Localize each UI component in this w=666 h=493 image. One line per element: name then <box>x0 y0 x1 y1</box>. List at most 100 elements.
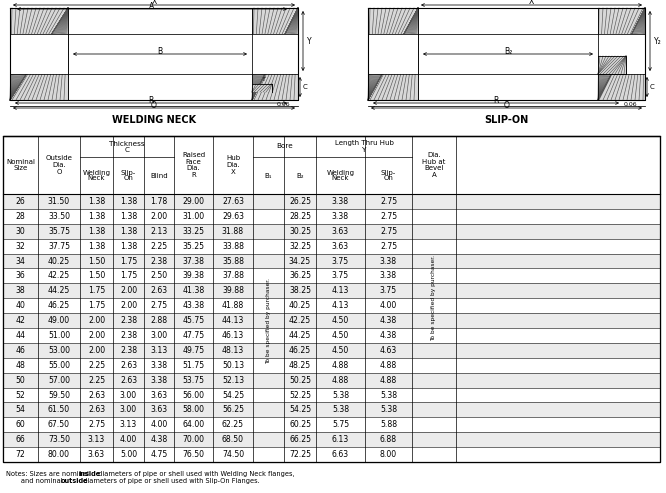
Text: 66.25: 66.25 <box>289 435 311 444</box>
Text: 2.00: 2.00 <box>88 316 105 325</box>
Text: 1.50: 1.50 <box>88 256 105 266</box>
Text: 0.06: 0.06 <box>276 103 290 107</box>
Text: 30.25: 30.25 <box>289 227 311 236</box>
Text: 40.25: 40.25 <box>289 301 311 310</box>
Text: 2.00: 2.00 <box>120 286 137 295</box>
Text: 39.88: 39.88 <box>222 286 244 295</box>
Text: 2.63: 2.63 <box>88 390 105 399</box>
Text: diameters of pipe or shell used with Welding Neck flanges,: diameters of pipe or shell used with Wel… <box>96 471 294 477</box>
Text: Size: Size <box>13 165 27 171</box>
Text: 40.25: 40.25 <box>48 256 70 266</box>
Text: 46.25: 46.25 <box>289 346 311 355</box>
Text: 46: 46 <box>15 346 25 355</box>
Text: 1.75: 1.75 <box>120 256 137 266</box>
Text: 2.75: 2.75 <box>151 301 168 310</box>
Text: 31.88: 31.88 <box>222 227 244 236</box>
Bar <box>3 373 659 387</box>
Text: 50.25: 50.25 <box>289 376 311 385</box>
Text: 3.00: 3.00 <box>151 331 168 340</box>
Text: 36.25: 36.25 <box>289 271 311 281</box>
Text: 60.25: 60.25 <box>289 420 311 429</box>
Text: 3.63: 3.63 <box>332 227 349 236</box>
Text: 52.25: 52.25 <box>289 390 311 399</box>
Text: To be specified by purchaser.: To be specified by purchaser. <box>432 255 436 341</box>
Text: 4.38: 4.38 <box>151 435 168 444</box>
Text: 2.25: 2.25 <box>151 242 168 250</box>
Text: 1.38: 1.38 <box>88 227 105 236</box>
Text: Dia.: Dia. <box>52 162 66 168</box>
Text: 3.13: 3.13 <box>88 435 105 444</box>
Bar <box>3 136 660 462</box>
Text: 31.50: 31.50 <box>48 197 70 206</box>
Text: 4.50: 4.50 <box>332 316 349 325</box>
Polygon shape <box>10 34 68 74</box>
Text: 2.00: 2.00 <box>151 212 168 221</box>
Text: 3.38: 3.38 <box>380 256 397 266</box>
Text: 1.75: 1.75 <box>88 301 105 310</box>
Text: 2.00: 2.00 <box>88 346 105 355</box>
Text: 31.00: 31.00 <box>182 212 204 221</box>
Bar <box>10 8 68 100</box>
Text: B₂: B₂ <box>296 173 304 178</box>
Text: 4.13: 4.13 <box>332 301 349 310</box>
Text: 3.13: 3.13 <box>120 420 137 429</box>
Text: 33.25: 33.25 <box>182 227 204 236</box>
Text: 50.13: 50.13 <box>222 361 244 370</box>
Text: 4.75: 4.75 <box>151 450 168 459</box>
Text: 49.75: 49.75 <box>182 346 204 355</box>
Text: 68.50: 68.50 <box>222 435 244 444</box>
Text: 55.00: 55.00 <box>48 361 70 370</box>
Text: O: O <box>57 169 62 175</box>
Text: On: On <box>124 176 133 181</box>
Text: Y₂: Y₂ <box>654 36 662 45</box>
Text: 2.63: 2.63 <box>120 376 137 385</box>
Text: 41.38: 41.38 <box>182 286 204 295</box>
Text: 6.13: 6.13 <box>332 435 349 444</box>
Text: 2.75: 2.75 <box>380 197 397 206</box>
Text: 3.75: 3.75 <box>380 286 397 295</box>
Bar <box>3 432 659 447</box>
Text: 44.25: 44.25 <box>289 331 311 340</box>
Text: 4.50: 4.50 <box>332 331 349 340</box>
Text: O: O <box>151 101 157 110</box>
Text: 45.75: 45.75 <box>182 316 204 325</box>
Text: 5.38: 5.38 <box>332 390 349 399</box>
Text: 0.06: 0.06 <box>623 103 637 107</box>
Bar <box>598 34 645 74</box>
Text: 35.25: 35.25 <box>182 242 204 250</box>
Text: Neck: Neck <box>332 176 349 181</box>
Text: 54: 54 <box>15 405 25 415</box>
Text: 8.00: 8.00 <box>380 450 397 459</box>
Text: 3.38: 3.38 <box>151 376 168 385</box>
Text: 3.63: 3.63 <box>332 242 349 250</box>
Text: 46.13: 46.13 <box>222 331 244 340</box>
Bar <box>3 313 659 328</box>
Text: 35.88: 35.88 <box>222 256 244 266</box>
Text: 2.63: 2.63 <box>120 361 137 370</box>
Text: 57.00: 57.00 <box>48 376 70 385</box>
Text: 46.25: 46.25 <box>48 301 70 310</box>
Text: Slip-: Slip- <box>121 170 136 176</box>
Text: 34.25: 34.25 <box>289 256 311 266</box>
Bar <box>3 328 659 343</box>
Bar <box>3 358 659 373</box>
Text: Face: Face <box>186 159 201 165</box>
Text: 28: 28 <box>15 212 25 221</box>
Text: 29.00: 29.00 <box>182 197 204 206</box>
Text: 37.75: 37.75 <box>48 242 70 250</box>
Text: 54.25: 54.25 <box>222 390 244 399</box>
Text: 5.38: 5.38 <box>332 405 349 415</box>
Bar <box>598 8 645 100</box>
Text: Dia.: Dia. <box>427 152 441 158</box>
Text: 30: 30 <box>15 227 25 236</box>
Text: 1.38: 1.38 <box>120 227 137 236</box>
Text: 26: 26 <box>15 197 25 206</box>
Text: 5.38: 5.38 <box>380 390 397 399</box>
Text: 3.38: 3.38 <box>332 197 349 206</box>
Text: 6.88: 6.88 <box>380 435 397 444</box>
Text: Dia.: Dia. <box>226 162 240 168</box>
Text: C: C <box>303 84 308 90</box>
Text: 73.50: 73.50 <box>48 435 70 444</box>
Text: 32.25: 32.25 <box>289 242 311 250</box>
Text: X: X <box>230 169 235 175</box>
